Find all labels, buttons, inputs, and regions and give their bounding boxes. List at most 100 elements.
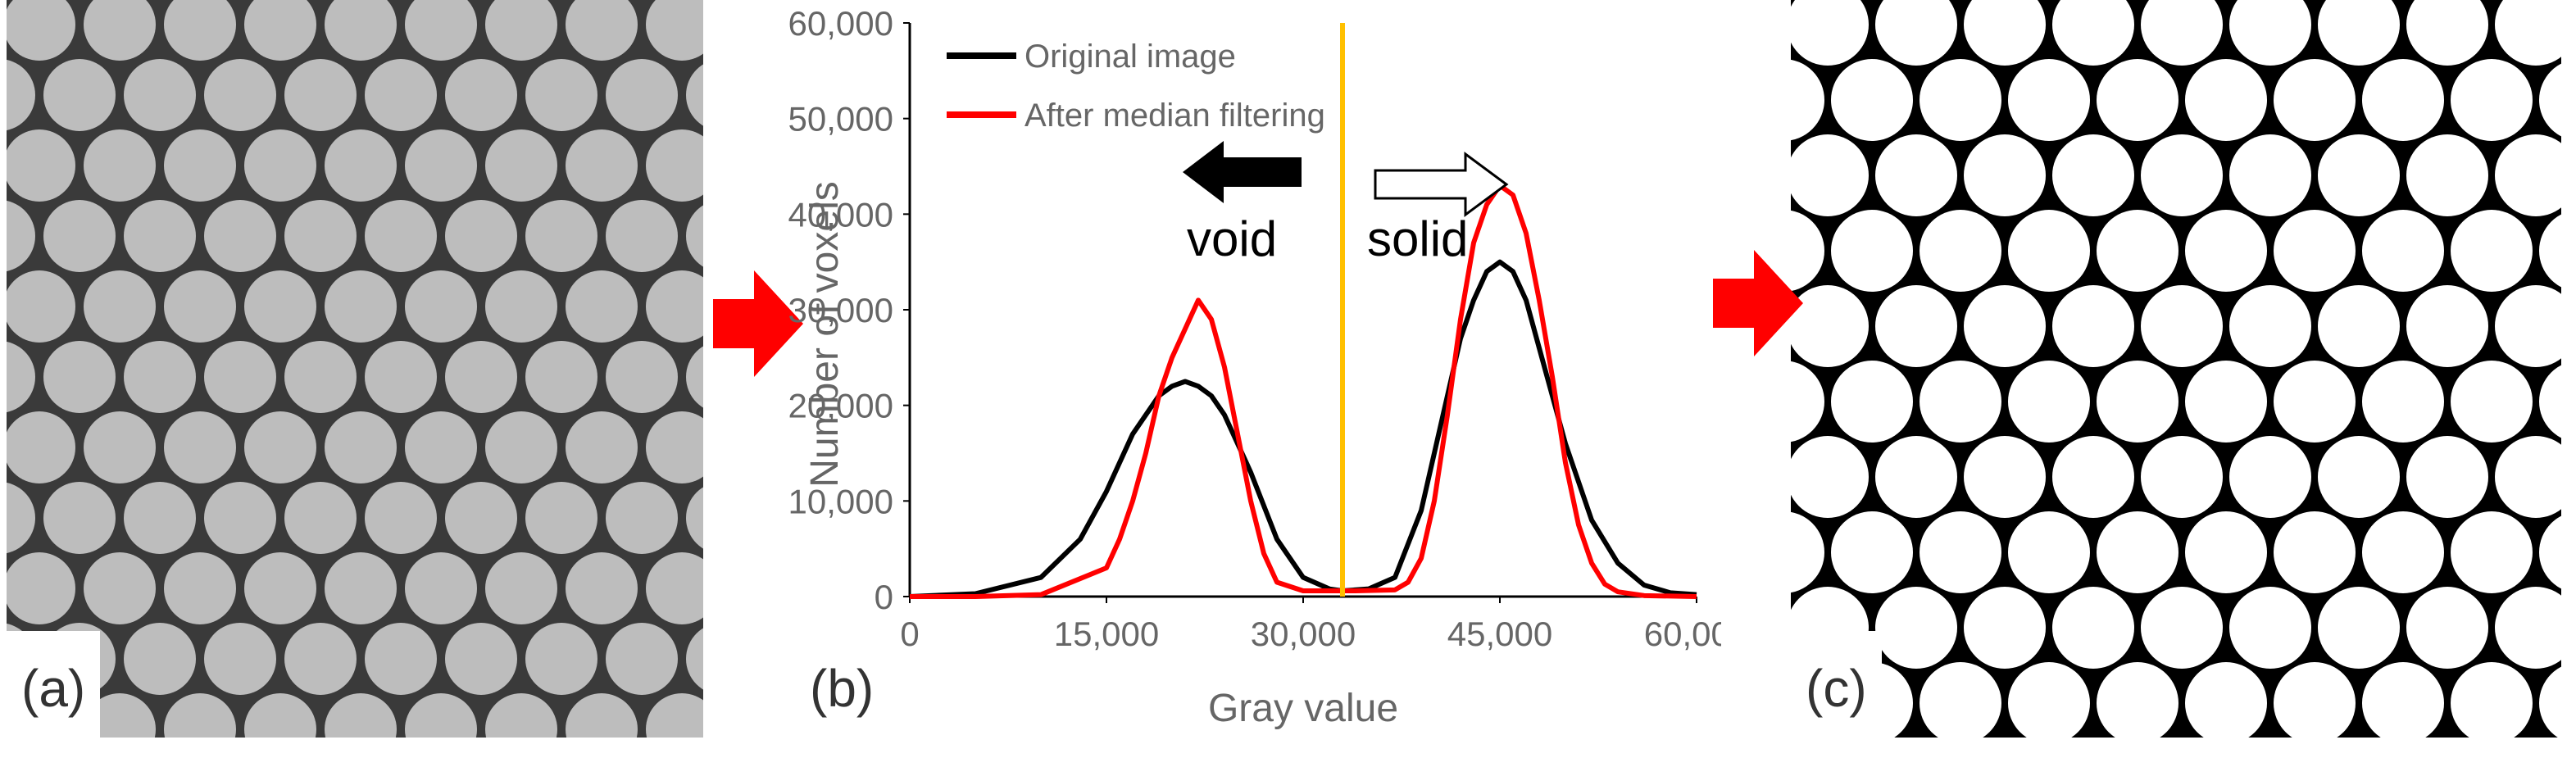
particle <box>164 693 236 738</box>
x-axis-label: Gray value <box>1208 687 1398 730</box>
particle <box>2451 511 2533 593</box>
particle <box>2008 361 2090 443</box>
particle <box>7 552 75 624</box>
particle <box>2141 285 2223 367</box>
particle <box>646 270 703 343</box>
y-tick-label: 0 <box>875 578 893 616</box>
particle <box>2362 59 2444 141</box>
particle <box>2495 285 2561 367</box>
particle <box>1920 361 2001 443</box>
particle <box>1791 436 1869 518</box>
series-original-line <box>909 259 1697 599</box>
particle <box>525 59 597 131</box>
particle <box>2274 511 2356 593</box>
particle <box>2362 662 2444 738</box>
particle <box>445 59 517 131</box>
right-arrow-icon <box>1713 250 1803 356</box>
particle <box>1791 210 1824 292</box>
particle <box>2495 436 2561 518</box>
particle <box>686 64 703 126</box>
particle <box>405 693 477 738</box>
particle <box>2274 361 2356 443</box>
particle <box>686 628 703 690</box>
particle <box>485 129 557 202</box>
particle <box>646 552 703 624</box>
particle <box>84 270 156 343</box>
particle <box>1920 210 2001 292</box>
particle <box>325 0 397 61</box>
particle <box>244 0 316 61</box>
particle <box>124 59 196 131</box>
particle <box>244 552 316 624</box>
particle <box>84 552 156 624</box>
particle <box>284 200 357 272</box>
particle <box>204 59 276 131</box>
particle <box>2229 436 2311 518</box>
particle <box>164 411 236 483</box>
particle <box>2097 59 2178 141</box>
micrograph-binarized-panel <box>1791 0 2561 738</box>
y-tick-labels: 0 10,000 20,000 30,000 40,000 50,000 60,000 <box>788 4 910 616</box>
particle <box>7 341 35 413</box>
particle <box>1964 0 2046 66</box>
particle <box>1831 511 1913 593</box>
particle <box>646 129 703 202</box>
particle <box>1831 210 1913 292</box>
particle <box>2008 662 2090 738</box>
particle <box>1964 285 2046 367</box>
particle <box>525 482 597 554</box>
particle <box>405 552 477 624</box>
particle <box>2406 436 2488 518</box>
particle <box>7 200 35 272</box>
particle <box>646 0 703 61</box>
y-tick-label: 10,000 <box>788 482 893 520</box>
particle <box>2495 587 2561 669</box>
void-direction-arrow <box>1183 141 1302 203</box>
particle <box>2141 587 2223 669</box>
particle <box>566 411 638 483</box>
particle <box>7 482 35 554</box>
x-tick-label: 0 <box>900 615 919 653</box>
particle <box>445 482 517 554</box>
particle <box>284 623 357 695</box>
particle <box>1831 361 1913 443</box>
particle <box>1920 511 2001 593</box>
particle <box>606 482 678 554</box>
particle <box>2318 0 2400 66</box>
particle <box>2008 59 2090 141</box>
particle <box>2406 134 2488 216</box>
particle <box>525 200 597 272</box>
particle <box>84 0 156 61</box>
void-annotation: void <box>1187 211 1277 266</box>
solid-direction-arrow <box>1374 152 1509 217</box>
particle <box>84 693 156 738</box>
solid-annotation: solid <box>1367 211 1468 266</box>
x-tick-labels: 0 15,000 30,000 45,000 60,000 <box>900 597 1721 653</box>
particle <box>445 623 517 695</box>
particle <box>2141 134 2223 216</box>
particle <box>2539 515 2561 589</box>
particle <box>2229 0 2311 66</box>
panel-a-label: (a) <box>7 631 101 746</box>
particle <box>284 482 357 554</box>
particle <box>204 623 276 695</box>
x-tick-label: 45,000 <box>1447 615 1552 653</box>
particle <box>2052 587 2134 669</box>
particle <box>2008 511 2090 593</box>
particle <box>2495 0 2561 66</box>
particle <box>686 346 703 408</box>
y-tick-label: 50,000 <box>788 100 893 138</box>
particle <box>2097 210 2178 292</box>
legend-label: After median filtering <box>1024 98 1325 134</box>
particle <box>43 200 116 272</box>
particle <box>2097 511 2178 593</box>
particle <box>606 623 678 695</box>
particle <box>43 341 116 413</box>
particle <box>566 552 638 624</box>
particle <box>1791 361 1824 443</box>
panel-b-label: (b) <box>795 631 889 746</box>
particle <box>244 270 316 343</box>
particle <box>204 200 276 272</box>
particle <box>365 200 437 272</box>
particle <box>124 341 196 413</box>
